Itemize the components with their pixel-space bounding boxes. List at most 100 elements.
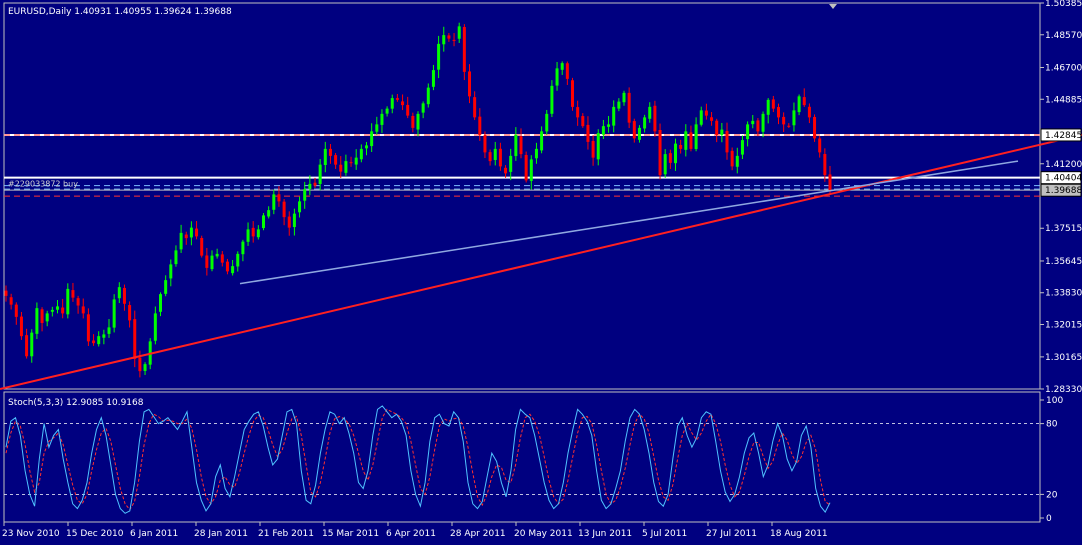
price-axis-label: 1.35645 [1045,257,1082,267]
candle-body [81,306,85,314]
candle-body [730,150,734,167]
candle-body [406,104,410,116]
candle-body [828,174,832,191]
candle-body [627,92,631,123]
candle-body [246,229,250,242]
candle-body [411,115,415,128]
candle-body [457,26,461,39]
candle-body [117,287,121,299]
price-axis-label: 1.42845 [1045,131,1082,141]
candle-body [777,107,780,118]
price-axis-label: 1.41200 [1045,160,1082,170]
candle-body [349,162,353,164]
candle-body [643,117,647,129]
time-axis-label: 27 Jul 2011 [706,529,757,539]
candle-body [797,96,801,113]
time-axis-label: 6 Apr 2011 [386,529,436,539]
candle-body [648,106,652,119]
order-label: #229033872 buy [8,180,78,189]
stoch-axis-label: 100 [1046,396,1063,406]
candle-body [92,340,96,344]
candle-body [287,216,291,228]
candle-body [354,157,358,165]
candle-body [637,127,641,140]
candle-body [704,110,708,116]
candle-body [720,129,724,136]
candle-body [30,332,34,357]
price-axis-label-box [1040,183,1082,197]
candle-body [725,131,729,153]
candle-body [339,164,343,172]
candle-body [529,159,533,181]
candle-body [19,316,23,337]
candle-body [390,98,394,109]
candle-body [205,255,209,268]
candle-body [735,155,739,167]
candle-body [668,153,672,163]
price-axis-label-box [1040,171,1082,185]
candle-body [164,280,168,294]
candle-body [4,290,8,296]
candle-body [555,68,559,86]
candle-body [560,63,564,70]
candle-body [473,97,477,118]
candle-body [189,227,193,238]
candle-body [370,131,374,147]
candle-body [581,116,585,127]
candle-body [334,155,338,165]
candle-body [313,182,317,186]
candle-body [395,98,399,100]
time-axis-label: 18 Aug 2011 [770,529,828,539]
candle-body [488,152,492,162]
candle-body [437,43,441,70]
candle-body [375,124,379,132]
candle-body [617,101,621,109]
candle-body [298,201,302,213]
time-axis-label: 6 Jan 2011 [130,529,178,539]
candle-body [596,133,600,160]
time-axis-label: 28 Jan 2011 [194,529,248,539]
candle-body [787,125,791,127]
candle-body [365,145,368,149]
candle-body [468,71,471,97]
candle-body [710,117,714,121]
candle-body [215,253,219,257]
candle-body [766,99,770,115]
time-axis-label: 20 May 2011 [514,529,573,539]
candle-body [179,232,183,250]
candle-body [761,113,765,132]
price-axis-label: 1.32015 [1045,321,1082,331]
candle-body [35,308,39,334]
candle-body [483,135,487,153]
candle-body [431,70,435,87]
price-axis-label: 1.46700 [1045,63,1082,73]
candle-body [509,155,513,172]
candle-body [385,108,389,114]
candle-body [493,148,497,160]
candle-body [86,314,90,342]
candle-body [231,266,235,274]
candle-body [56,306,59,310]
candle-body [807,106,811,118]
candle-body [76,298,80,306]
price-axis-label: 1.33830 [1045,289,1082,299]
candle-body [462,26,466,72]
stoch-layer [4,405,1040,514]
price-axis-label: 1.50385 [1045,0,1082,9]
candle-body [401,101,405,106]
candle-body [674,143,677,164]
candle-body [225,261,229,272]
candle-body [262,215,265,229]
stoch-main-line [5,405,831,514]
candle-body [534,148,538,159]
candle-body [344,161,348,173]
candle-body [159,294,162,312]
candle-body [421,103,425,113]
candle-body [452,39,456,41]
candle-body [771,99,775,109]
candle-body [267,210,271,217]
